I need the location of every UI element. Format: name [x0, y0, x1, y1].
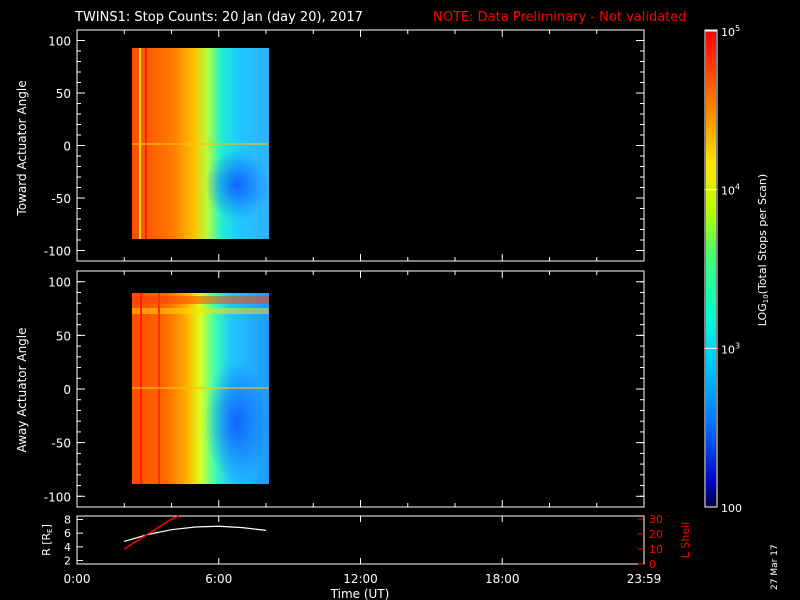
colorbar-tick-exponent: 3 — [735, 341, 740, 350]
colorbar-tick-base: 10 — [721, 185, 735, 198]
colorbar-tick-exponent: 4 — [735, 183, 740, 192]
ytick-label: 50 — [56, 329, 71, 343]
preliminary-note: NOTE: Data Preliminary - Not validated — [433, 10, 687, 25]
toward-panel: Toward Actuator Angle 100 50 0 -50 -100 — [15, 29, 645, 262]
lshell-tick-label: 0 — [649, 558, 656, 571]
toward-yticks: 100 50 0 -50 -100 — [44, 30, 645, 261]
colorbar-label: LOG10(Total Stops per Scan) — [756, 174, 770, 326]
ytick-label: -100 — [44, 490, 71, 504]
ytick-label: -50 — [51, 192, 71, 206]
lshell-ylabel: L Shell — [679, 522, 692, 558]
radius-ylabel-main: R [R — [40, 532, 53, 555]
lshell-tick-label: 20 — [649, 528, 663, 541]
away-heatmap-band — [132, 308, 269, 314]
lshell-tick-label: 10 — [649, 543, 663, 556]
colorbar-tick-label: 103 — [721, 341, 740, 356]
away-yticks: 100 50 0 -50 -100 — [44, 271, 645, 507]
time-tick-label: 18:00 — [485, 572, 520, 586]
ytick-label: -50 — [51, 437, 71, 451]
radius-ylabel-end: ] — [40, 524, 53, 528]
ytick-label: 50 — [56, 87, 71, 101]
colorbar-tick-exponent: 5 — [735, 24, 740, 33]
time-tick-label: 6:00 — [205, 572, 232, 586]
radius-series-line — [124, 525, 267, 542]
colorbar-tick-base: 10 — [721, 343, 735, 356]
colorbar-label-sub: 10 — [762, 294, 770, 303]
colorbar-tick-base: 100 — [721, 502, 742, 515]
ytick-label: 0 — [63, 383, 71, 397]
ytick-label: 100 — [48, 276, 71, 290]
time-tick-label: 12:00 — [343, 572, 378, 586]
toward-heatmap-low-region — [205, 150, 269, 220]
colorbar-label-suffix: (Total Stops per Scan) — [756, 174, 769, 295]
ytick-label: 0 — [63, 140, 71, 154]
radius-tick-label: 6 — [64, 527, 71, 540]
colorbar-tick-label: 104 — [721, 183, 740, 198]
chart-title: TWINS1: Stop Counts: 20 Jan (day 20), 20… — [74, 10, 363, 25]
radius-tick-label: 2 — [64, 555, 71, 568]
colorbar-tick-base: 10 — [721, 26, 735, 39]
orbit-series — [123, 515, 267, 550]
date-stamp: 27 Mar 17 — [770, 544, 780, 590]
xaxis-label: Time (UT) — [330, 587, 390, 600]
away-heatmap-band — [132, 296, 269, 304]
orbit-panel-frame — [76, 515, 645, 565]
colorbar-label-prefix: LOG — [756, 303, 769, 326]
ytick-label: 100 — [48, 35, 71, 49]
time-tick-label: 23:59 — [627, 572, 662, 586]
time-tick-label: 0:00 — [64, 572, 91, 586]
ytick-label: -100 — [44, 245, 71, 259]
colorbar-scale — [706, 31, 716, 507]
radius-tick-label: 4 — [64, 541, 71, 554]
radius-ylabel: R [RE] — [40, 524, 54, 556]
toward-ylabel: Toward Actuator Angle — [15, 80, 29, 216]
radius-ylabel-sub: E — [46, 528, 54, 532]
colorbar-tick-label: 100 — [721, 502, 742, 515]
lshell-series-line — [123, 515, 179, 550]
lshell-tick-label: 30 — [649, 513, 663, 526]
away-ylabel: Away Actuator Angle — [15, 327, 29, 452]
colorbar-tick-label: 105 — [721, 24, 740, 39]
away-heatmap-low-region — [205, 360, 269, 484]
away-panel: Away Actuator Angle 100 50 0 -50 -100 — [15, 270, 645, 508]
radius-tick-label: 8 — [64, 513, 71, 526]
